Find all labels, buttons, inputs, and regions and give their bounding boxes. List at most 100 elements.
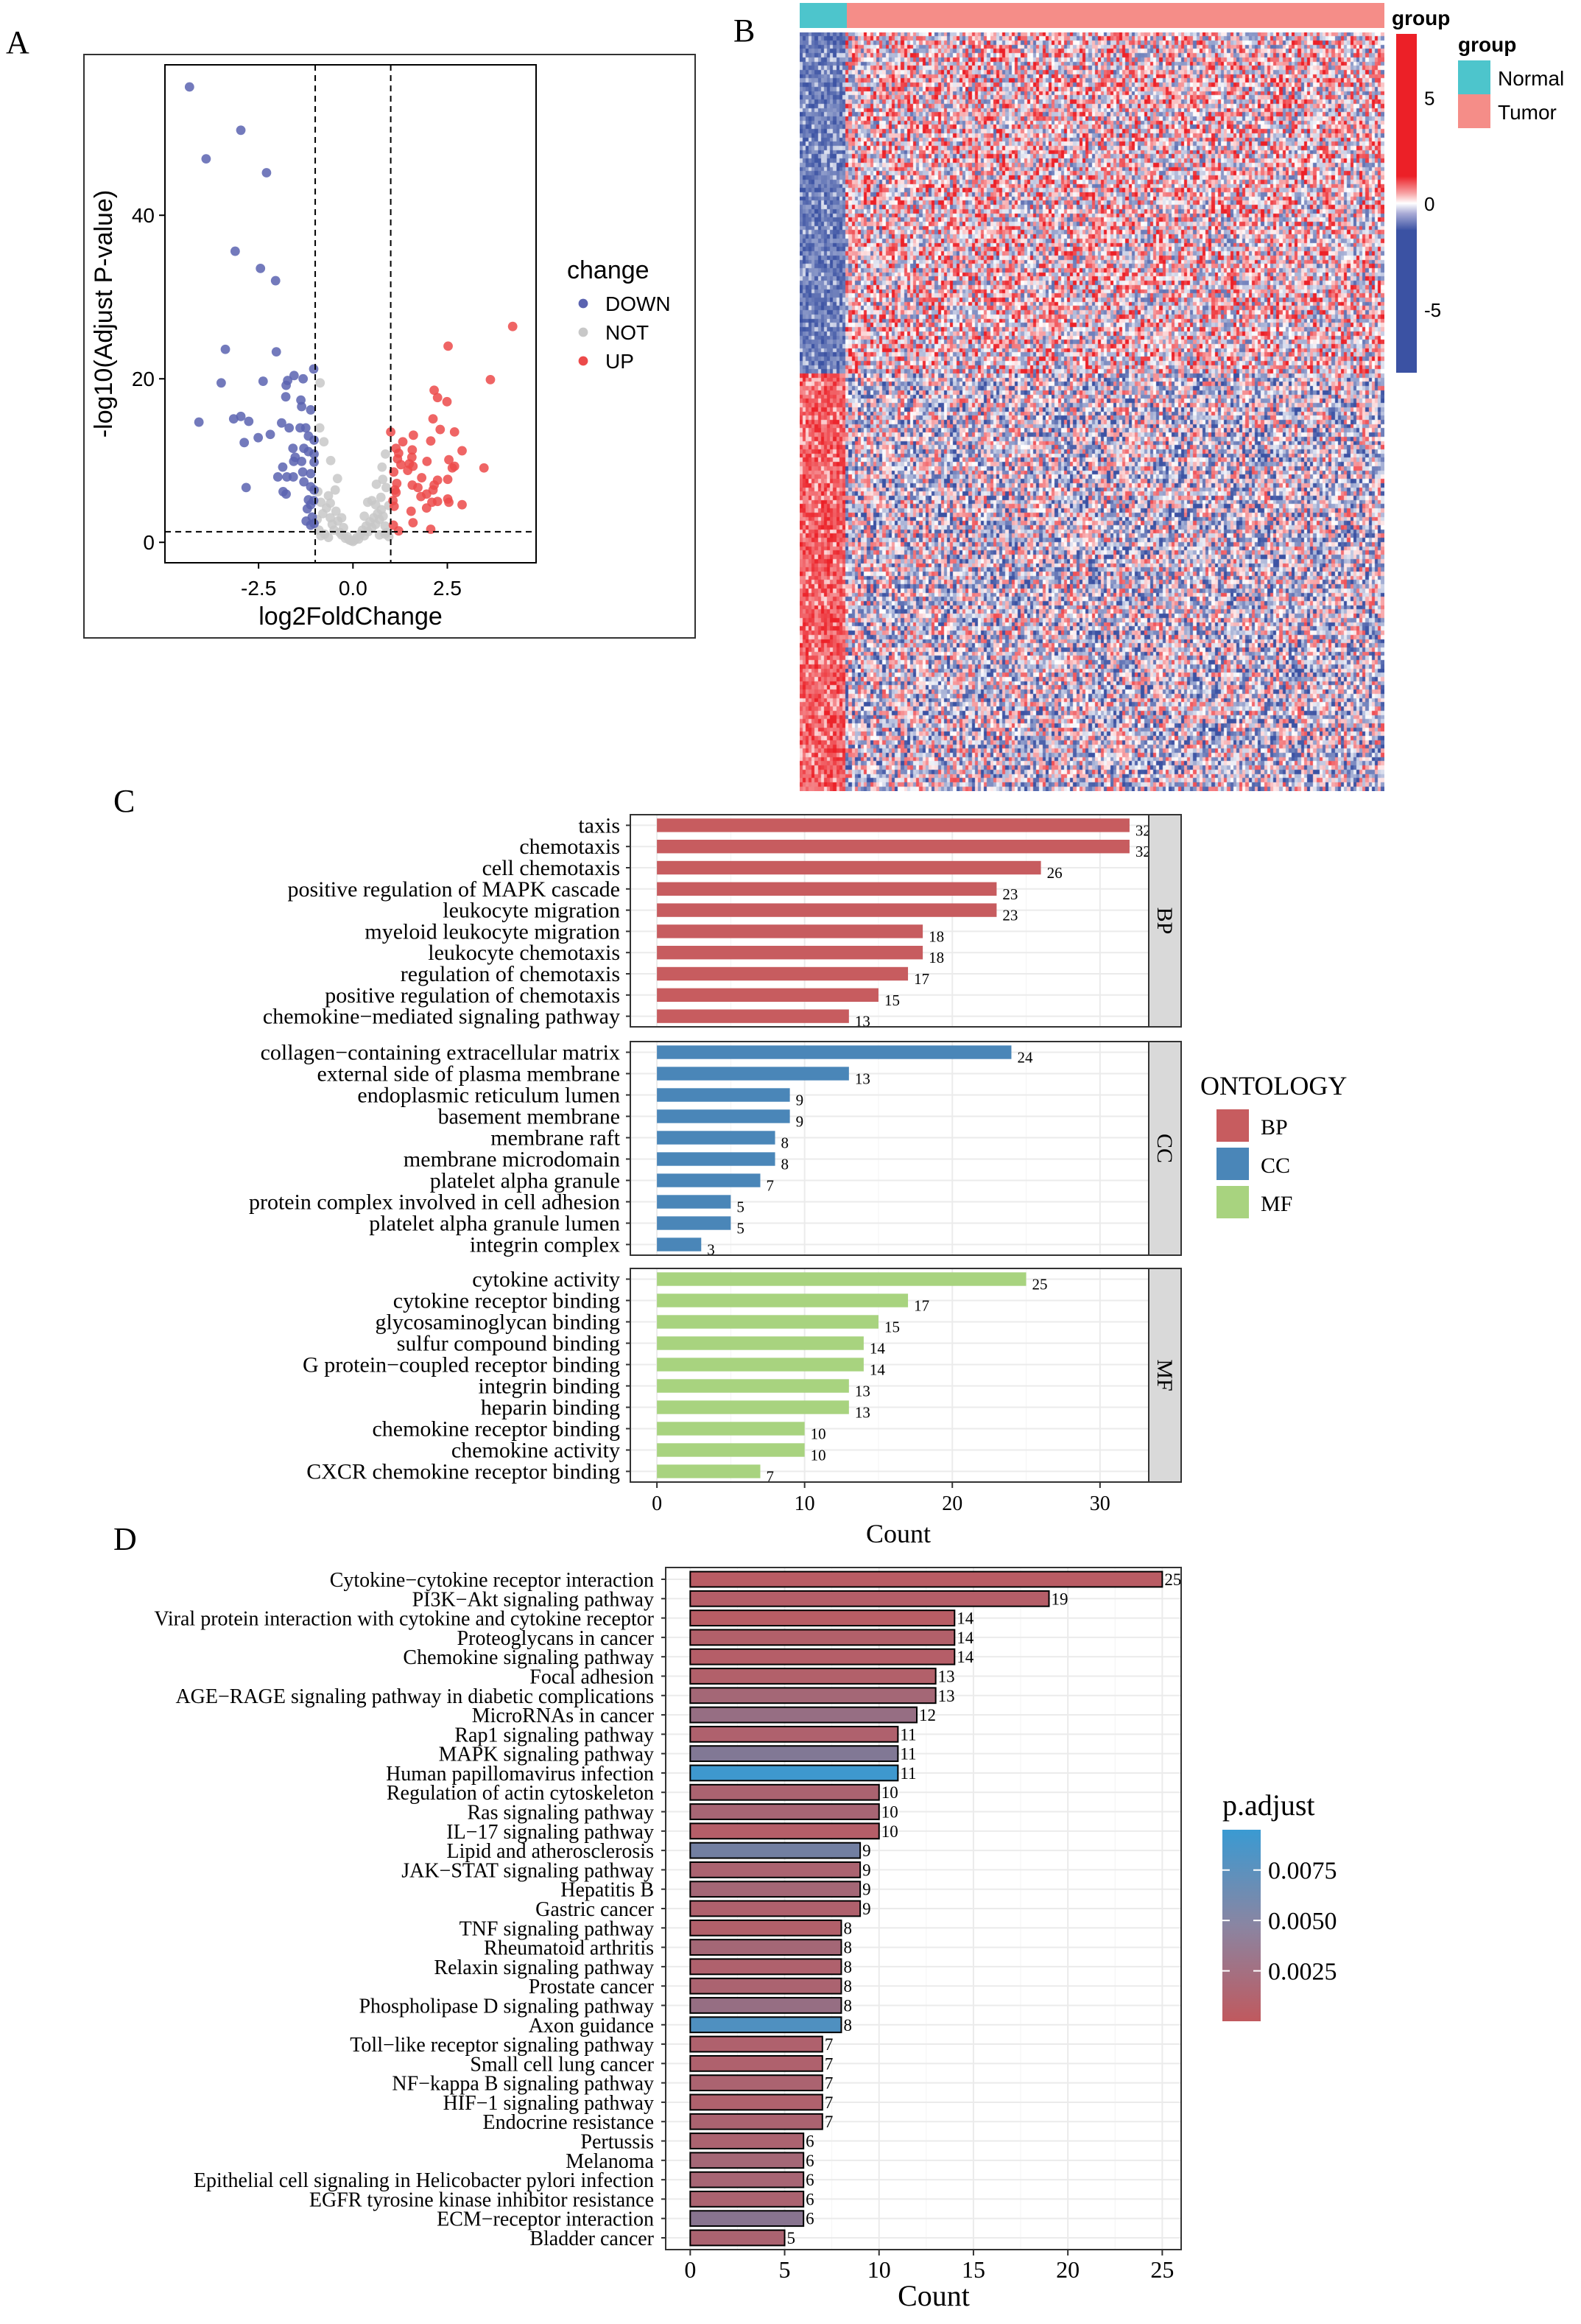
volcano-axes-frame	[164, 64, 537, 564]
legend-label: NOT	[605, 321, 649, 344]
bar-value-label: 6	[806, 2210, 814, 2228]
bar	[689, 1783, 880, 1801]
bar	[657, 860, 1041, 875]
bar	[657, 966, 909, 981]
facet-strip-label: MF	[1152, 1359, 1177, 1391]
bar-value-label: 9	[796, 1092, 804, 1109]
volcano-point-not	[325, 498, 335, 508]
bar	[689, 1939, 842, 1956]
x-tick-label: 10	[867, 2256, 891, 2283]
bar	[689, 2093, 823, 2111]
volcano-point-up	[457, 499, 467, 510]
volcano-point-down	[289, 456, 299, 466]
category-label: Human papillomavirus infection	[386, 1763, 654, 1786]
volcano-point-down	[281, 392, 291, 402]
bar	[689, 1803, 880, 1820]
bar-value-label: 13	[938, 1687, 955, 1705]
bar-value-label: 13	[855, 1013, 870, 1031]
y-tick-label: 20	[132, 368, 155, 390]
bar	[657, 882, 997, 896]
bar	[657, 924, 923, 938]
bar	[657, 1272, 1027, 1286]
category-label: IL−17 signaling pathway	[446, 1821, 654, 1844]
category-label: Ras signaling pathway	[467, 1802, 654, 1825]
volcano-point-up	[408, 430, 418, 440]
bar-value-label: 7	[825, 2054, 834, 2073]
volcano-point-not	[381, 449, 390, 459]
category-label: Proteoglycans in cancer	[457, 1627, 655, 1650]
volcano-point-down	[309, 485, 319, 495]
bar-value-label: 15	[884, 1319, 900, 1336]
bar	[657, 1131, 775, 1145]
category-label: leukocyte migration	[443, 899, 620, 923]
volcano-point-not	[370, 499, 381, 510]
volcano-point-down	[258, 376, 268, 386]
bar	[689, 2016, 842, 2034]
bar-value-label: 5	[736, 1220, 744, 1238]
volcano-point-not	[381, 482, 391, 493]
volcano-point-up	[398, 437, 408, 447]
x-tick-label: -2.5	[241, 577, 276, 600]
category-label: membrane microdomain	[404, 1148, 620, 1172]
colorbar-tick-label: 0.0025	[1268, 1959, 1337, 1986]
category-label: heparin binding	[481, 1396, 620, 1420]
volcano-point-down	[194, 417, 204, 427]
bar	[689, 1861, 862, 1878]
category-label: Bladder cancer	[529, 2228, 654, 2250]
category-label: integrin complex	[470, 1233, 620, 1257]
bar	[657, 1315, 878, 1329]
bar	[689, 1822, 880, 1840]
volcano-point-up	[406, 506, 416, 516]
bar-value-label: 11	[900, 1745, 916, 1763]
volcano-point-down	[309, 457, 319, 467]
volcano-point-not	[337, 513, 347, 523]
bar-value-label: 9	[862, 1842, 871, 1860]
volcano-point-down	[281, 380, 291, 390]
volcano-plot: -2.5 0.0 2.5 0 20 40 log2FoldChange -log10(Adju…	[83, 54, 696, 639]
volcano-point-up	[426, 436, 436, 446]
volcano-point-down	[216, 378, 226, 388]
volcano-point-down	[309, 364, 319, 374]
volcano-point-up	[422, 456, 432, 466]
bar	[689, 1725, 899, 1743]
category-label: NF−kappa B signaling pathway	[392, 2073, 654, 2096]
bar-value-label: 10	[881, 1783, 898, 1802]
bar	[689, 1764, 899, 1782]
volcano-point-up	[396, 460, 406, 470]
bar	[657, 1293, 909, 1307]
colorbar-tick-label: 0	[1424, 193, 1434, 215]
panel-label-b: B	[733, 13, 755, 49]
x-tick-label: 25	[1150, 2256, 1174, 2283]
panel-label-a: A	[6, 24, 29, 60]
category-label: leukocyte chemotaxis	[428, 941, 620, 965]
category-label: chemokine activity	[451, 1439, 620, 1463]
volcano-point-down	[244, 416, 254, 426]
bar	[657, 1400, 849, 1414]
category-label: chemotaxis	[519, 835, 620, 859]
category-label: EGFR tyrosine kinase inhibitor resistanc…	[309, 2188, 654, 2211]
bar	[689, 2152, 805, 2169]
volcano-point-down	[236, 125, 246, 136]
x-axis-title: Count	[898, 2279, 970, 2312]
volcano-point-not	[384, 532, 394, 541]
volcano-point-up	[449, 426, 459, 437]
volcano-point-down	[288, 472, 298, 482]
colorbar-title: p.adjust	[1222, 1788, 1315, 1822]
bar-value-label: 23	[1002, 885, 1018, 903]
bar-value-label: 19	[1052, 1590, 1068, 1608]
volcano-point-not	[378, 474, 388, 485]
volcano-point-up	[429, 385, 439, 396]
bar-value-label: 7	[825, 2113, 834, 2131]
volcano-point-up	[417, 473, 427, 482]
category-label: Toll−like receptor signaling pathway	[350, 2034, 654, 2057]
category-label: platelet alpha granule lumen	[369, 1212, 620, 1236]
bar-value-label: 14	[870, 1361, 886, 1379]
category-label: Pertussis	[580, 2131, 654, 2154]
bar-value-label: 11	[900, 1764, 916, 1783]
facet-bp: taxis 32 chemotaxis 32 cell chemotaxis 26 posi…	[263, 813, 1182, 1031]
volcano-point-not	[314, 423, 325, 433]
heatmap: group 5 0 -5 group Normal Tumor	[800, 3, 1564, 373]
volcano-point-down	[265, 429, 275, 440]
go-enrichment-chart: taxis 32 chemotaxis 32 cell chemotaxis 26 posi…	[249, 813, 1347, 1548]
